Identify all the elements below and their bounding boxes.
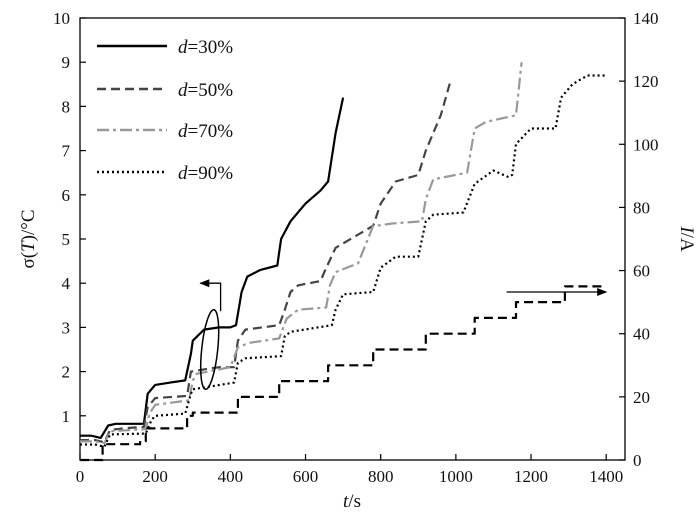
series-line-3	[80, 74, 607, 448]
legend: d=30% d=50% d=70% d=90%	[97, 37, 233, 184]
left-y-tick-label: 1	[62, 407, 71, 426]
series-layer	[80, 62, 607, 462]
right-y-tick-label: 20	[633, 388, 650, 407]
x-tick-label: 1000	[439, 467, 473, 486]
x-tick-label: 800	[368, 467, 394, 486]
arrow-to-left-axis	[199, 279, 222, 312]
x-tick-label: 1400	[589, 467, 623, 486]
left-y-tick-label: 8	[62, 97, 71, 116]
x-axis-ticks: 0 200 400 600 800 1000 1200 1400	[76, 454, 623, 486]
right-y-tick-label: 60	[633, 262, 650, 281]
x-tick-label: 0	[76, 467, 85, 486]
right-y-tick-label: 0	[633, 451, 642, 470]
series-line-1	[80, 81, 452, 444]
right-y-axis-title: I/A	[676, 225, 697, 252]
left-y-axis-ticks: 1 2 3 4 5 6 7 8 9 10	[53, 9, 86, 426]
left-y-tick-label: 7	[62, 142, 71, 161]
left-y-tick-label: 5	[62, 230, 71, 249]
legend-label-d90: d=90%	[178, 163, 233, 184]
legend-label-d70: d=70%	[178, 121, 233, 142]
annotation-layer	[199, 279, 608, 391]
right-y-tick-label: 40	[633, 325, 650, 344]
x-tick-label: 200	[142, 467, 168, 486]
right-y-axis-ticks: 0 20 40 60 80 100 120 140	[619, 9, 659, 470]
right-y-tick-label: 80	[633, 198, 650, 217]
right-y-tick-label: 140	[633, 9, 659, 28]
x-axis-title: t/s	[343, 491, 361, 512]
left-y-tick-label: 4	[62, 274, 71, 293]
x-tick-label: 600	[293, 467, 319, 486]
left-y-tick-label: 3	[62, 318, 71, 337]
left-y-tick-label: 9	[62, 53, 71, 72]
highlight-ellipse	[199, 308, 220, 391]
right-y-tick-label: 100	[633, 135, 659, 154]
left-y-tick-label: 2	[62, 363, 71, 382]
left-y-tick-label: 10	[53, 9, 70, 28]
left-y-axis-title: σ(T)/°C	[18, 209, 39, 268]
series-line-4	[80, 285, 607, 462]
left-y-tick-label: 6	[62, 186, 71, 205]
legend-label-d50: d=50%	[178, 80, 233, 101]
legend-label-d30: d=30%	[178, 37, 233, 58]
plot-area-frame	[79, 17, 626, 461]
right-y-tick-label: 120	[633, 72, 659, 91]
series-line-0	[80, 97, 345, 439]
x-tick-label: 400	[218, 467, 244, 486]
x-tick-label: 1200	[514, 467, 548, 486]
series-line-2	[80, 62, 523, 445]
